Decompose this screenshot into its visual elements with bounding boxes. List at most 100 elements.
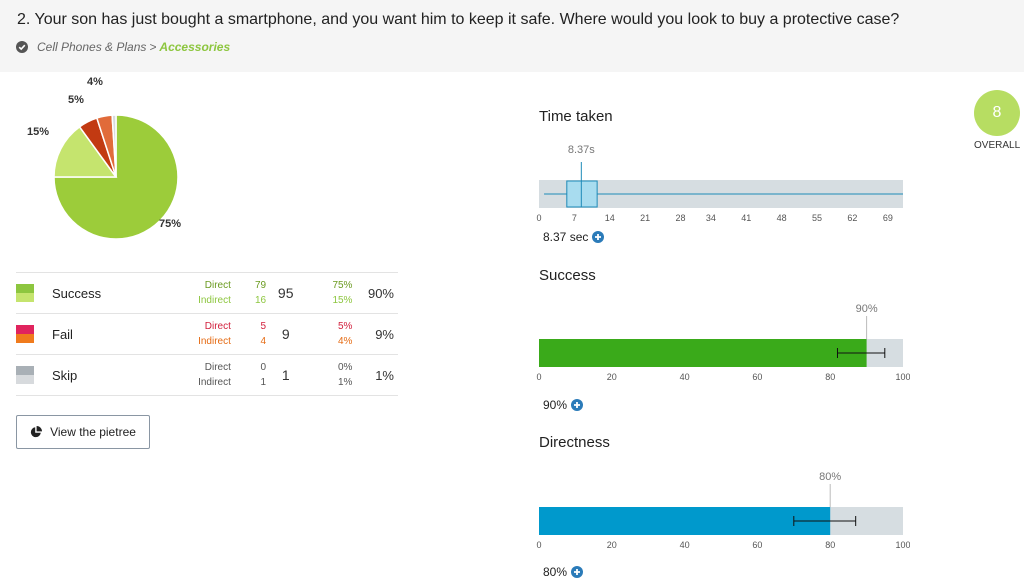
breadcrumb-item-accessories: Accessories [159, 40, 231, 54]
plus-circle-icon[interactable] [571, 399, 584, 411]
result-swatch [16, 355, 34, 396]
success-title: Success [539, 267, 596, 284]
result-sub-labels: Direct Indirect [150, 355, 231, 396]
directness-tick-label: 0 [536, 540, 541, 550]
sub-label-indirect: Indirect [198, 336, 231, 347]
success-value-label: 90% [856, 303, 878, 315]
breadcrumb-item-cell-phones[interactable]: Cell Phones & Plans [37, 40, 147, 54]
time-tick-label: 41 [741, 213, 751, 223]
sub-label-direct: Direct [204, 362, 231, 373]
success-tick-label: 20 [607, 372, 617, 382]
result-percent-total: 1% [375, 367, 394, 383]
time-tick-label: 28 [676, 213, 686, 223]
time-tick-label: 69 [883, 213, 893, 223]
directness-bar [539, 507, 831, 535]
result-percent-total: 90% [367, 285, 394, 301]
success-tick-label: 0 [536, 372, 541, 382]
directness-tick-label: 40 [680, 540, 690, 550]
result-category: Fail [52, 326, 73, 342]
check-circle-icon [16, 41, 28, 53]
result-total: 9 [281, 326, 290, 342]
result-counts: 5 4 [231, 314, 267, 355]
count-direct: 5 [260, 321, 267, 332]
result-row-fail: Fail Direct Indirect 5 4 9 5% 4% 9% [16, 313, 398, 355]
result-counts: 79 16 [231, 273, 266, 314]
pie-slice-label: 15% [27, 126, 49, 138]
result-sub-labels: Direct Indirect [150, 314, 231, 355]
pie-chart-svg: 75% 15% 5%4% [27, 76, 181, 240]
time-tick-label: 0 [536, 213, 541, 223]
results-pie-chart: 75% 15% 5% 4% [0, 72, 260, 262]
question-title: 2. Your son has just bought a smartphone… [17, 11, 900, 28]
percent-direct: 0% [338, 362, 353, 373]
sub-label-indirect: Indirect [198, 377, 231, 388]
time-taken-value-text: 8.37 sec [543, 230, 589, 244]
overall-score-badge: 8 [974, 90, 1020, 136]
view-pietree-button[interactable]: View the pietree [16, 415, 150, 449]
time-tick-label: 62 [847, 213, 857, 223]
success-tick-label: 60 [752, 372, 762, 382]
count-direct: 0 [260, 362, 267, 373]
percent-indirect: 4% [338, 336, 353, 347]
success-tick-label: 80 [825, 372, 835, 382]
count-indirect: 4 [260, 336, 267, 347]
breadcrumb: Cell Phones & Plans > Accessories [16, 40, 230, 54]
result-counts: 0 1 [231, 355, 267, 396]
time-median-label: 8.37s [568, 144, 595, 156]
success-tick-label: 100 [895, 372, 910, 382]
success-value-text: 90% [543, 398, 568, 412]
result-total: 95 [277, 285, 294, 301]
pie-slice [111, 114, 117, 178]
result-total: 1 [281, 367, 290, 383]
percent-indirect: 1% [338, 377, 353, 388]
result-sub-labels: Direct Indirect [150, 273, 231, 314]
result-percents: 75% 15% [305, 273, 352, 314]
pie-chart-icon [30, 426, 43, 438]
success-chart: 90% 0 20 40 60 80 100 [536, 303, 910, 382]
directness-chart: 80% 0 20 40 60 80 100 [536, 471, 910, 550]
time-tick-label: 48 [777, 213, 787, 223]
directness-value-text: 80% [543, 565, 568, 579]
time-taken-title: Time taken [539, 108, 613, 125]
pie-slice-label: 4% [87, 76, 103, 88]
time-tick-label: 55 [812, 213, 822, 223]
result-percents: 0% 1% [305, 355, 352, 396]
result-row-skip: Skip Direct Indirect 0 1 1 0% 1% 1% [16, 354, 398, 396]
plus-circle-icon[interactable] [571, 566, 584, 578]
directness-tick-label: 80 [825, 540, 835, 550]
sub-label-direct: Direct [204, 280, 231, 291]
result-swatch [16, 314, 34, 355]
directness-tick-label: 100 [895, 540, 910, 550]
time-taken-chart: 8.37s 0 7 14 21 28 34 41 48 55 62 69 [536, 144, 903, 223]
time-tick-label: 21 [640, 213, 650, 223]
directness-value[interactable]: 80% [543, 565, 584, 579]
result-row-success: Success Direct Indirect 79 16 95 75% 15%… [16, 272, 398, 314]
question-header: 2. Your son has just bought a smartphone… [0, 0, 1024, 72]
count-indirect: 16 [254, 295, 267, 306]
overall-label: OVERALL [974, 140, 1021, 151]
time-tick-label: 7 [572, 213, 577, 223]
results-table: Success Direct Indirect 79 16 95 75% 15%… [16, 272, 398, 396]
pie-slice-label: 5% [68, 94, 84, 106]
time-taken-value[interactable]: 8.37 sec [543, 230, 605, 244]
breadcrumb-separator: > [149, 40, 157, 54]
time-tick-label: 34 [706, 213, 716, 223]
result-category: Success [52, 285, 102, 301]
result-swatch [16, 273, 34, 314]
percent-direct: 5% [338, 321, 353, 332]
result-percent-total: 9% [375, 326, 394, 342]
count-indirect: 1 [260, 377, 267, 388]
success-bar [539, 339, 867, 367]
sub-label-direct: Direct [204, 321, 231, 332]
result-percents: 5% 4% [305, 314, 352, 355]
sub-label-indirect: Indirect [198, 295, 231, 306]
time-box [566, 180, 598, 208]
directness-tick-label: 60 [752, 540, 762, 550]
result-category: Skip [52, 367, 78, 383]
time-tick-label: 14 [605, 213, 615, 223]
success-value[interactable]: 90% [543, 398, 584, 412]
percent-direct: 75% [332, 280, 353, 291]
count-direct: 79 [254, 280, 267, 291]
plus-circle-icon[interactable] [592, 231, 605, 243]
directness-tick-label: 20 [607, 540, 617, 550]
